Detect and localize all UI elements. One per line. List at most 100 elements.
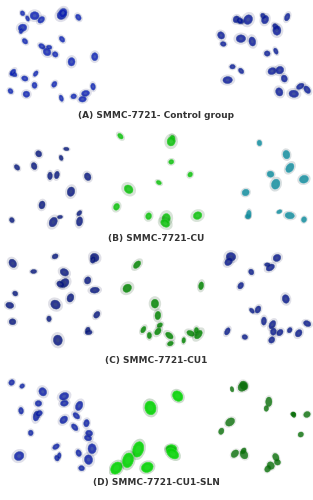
Ellipse shape	[85, 455, 93, 464]
Ellipse shape	[37, 385, 49, 398]
Ellipse shape	[245, 214, 251, 218]
Ellipse shape	[156, 330, 159, 333]
Ellipse shape	[58, 34, 66, 44]
Ellipse shape	[285, 212, 294, 219]
Ellipse shape	[11, 290, 19, 298]
Ellipse shape	[62, 418, 65, 422]
Ellipse shape	[92, 258, 94, 261]
Ellipse shape	[242, 190, 249, 196]
Ellipse shape	[302, 410, 311, 418]
Ellipse shape	[75, 414, 78, 417]
Ellipse shape	[27, 428, 34, 438]
Ellipse shape	[183, 339, 184, 342]
Ellipse shape	[65, 292, 76, 304]
Ellipse shape	[248, 212, 250, 216]
Ellipse shape	[19, 28, 23, 34]
Ellipse shape	[286, 326, 294, 334]
Ellipse shape	[54, 335, 62, 345]
Ellipse shape	[51, 332, 65, 348]
Ellipse shape	[148, 404, 153, 411]
Ellipse shape	[92, 86, 94, 88]
Ellipse shape	[46, 170, 54, 182]
Ellipse shape	[223, 326, 232, 337]
Ellipse shape	[244, 15, 253, 24]
Ellipse shape	[298, 432, 303, 437]
Ellipse shape	[144, 210, 153, 222]
Ellipse shape	[13, 291, 18, 296]
Ellipse shape	[114, 204, 120, 210]
Ellipse shape	[78, 212, 80, 214]
Ellipse shape	[23, 91, 30, 98]
Ellipse shape	[74, 448, 83, 458]
Ellipse shape	[245, 208, 252, 220]
Ellipse shape	[275, 209, 283, 214]
Ellipse shape	[229, 255, 233, 258]
Ellipse shape	[304, 320, 311, 326]
Ellipse shape	[91, 52, 98, 60]
Ellipse shape	[63, 281, 66, 284]
Ellipse shape	[162, 214, 170, 224]
Ellipse shape	[37, 42, 47, 51]
Ellipse shape	[283, 11, 292, 23]
Ellipse shape	[175, 394, 180, 398]
Ellipse shape	[7, 378, 16, 387]
Ellipse shape	[34, 149, 44, 159]
Ellipse shape	[173, 391, 183, 402]
Ellipse shape	[306, 322, 309, 325]
Ellipse shape	[200, 284, 202, 288]
Ellipse shape	[53, 52, 58, 57]
Ellipse shape	[265, 170, 275, 178]
Ellipse shape	[266, 264, 275, 271]
Ellipse shape	[241, 12, 255, 28]
Ellipse shape	[275, 256, 279, 260]
Ellipse shape	[60, 416, 68, 424]
Ellipse shape	[163, 222, 167, 225]
Ellipse shape	[9, 319, 16, 325]
Ellipse shape	[17, 454, 21, 458]
Ellipse shape	[93, 256, 96, 259]
Ellipse shape	[36, 150, 42, 157]
Ellipse shape	[285, 153, 288, 156]
Ellipse shape	[19, 408, 23, 414]
Ellipse shape	[7, 317, 18, 326]
Ellipse shape	[151, 300, 159, 308]
Ellipse shape	[28, 430, 33, 436]
Ellipse shape	[50, 252, 60, 260]
Ellipse shape	[76, 217, 83, 226]
Ellipse shape	[118, 134, 123, 139]
Ellipse shape	[169, 342, 172, 344]
Ellipse shape	[230, 64, 235, 69]
Ellipse shape	[73, 398, 85, 413]
Ellipse shape	[121, 182, 136, 196]
Ellipse shape	[241, 448, 246, 454]
Ellipse shape	[159, 210, 173, 227]
Ellipse shape	[134, 261, 141, 268]
Ellipse shape	[170, 135, 175, 141]
Ellipse shape	[231, 450, 239, 458]
Ellipse shape	[74, 12, 83, 22]
Ellipse shape	[82, 452, 95, 468]
Ellipse shape	[290, 411, 297, 418]
Ellipse shape	[272, 330, 275, 333]
Ellipse shape	[45, 50, 49, 53]
Ellipse shape	[273, 254, 281, 262]
Ellipse shape	[16, 22, 29, 34]
Ellipse shape	[14, 292, 16, 294]
Ellipse shape	[259, 142, 260, 144]
Ellipse shape	[49, 218, 57, 227]
Ellipse shape	[263, 262, 272, 268]
Ellipse shape	[35, 400, 42, 406]
Ellipse shape	[236, 35, 246, 42]
Ellipse shape	[80, 467, 83, 469]
Ellipse shape	[194, 328, 198, 334]
Ellipse shape	[192, 328, 205, 342]
Text: (C) SMMC-7721-CU1: (C) SMMC-7721-CU1	[105, 356, 208, 365]
Ellipse shape	[155, 312, 161, 320]
Ellipse shape	[158, 216, 173, 230]
Ellipse shape	[63, 271, 66, 274]
Ellipse shape	[67, 187, 75, 196]
Ellipse shape	[31, 162, 37, 170]
Ellipse shape	[12, 71, 14, 74]
Ellipse shape	[82, 90, 90, 96]
Ellipse shape	[39, 201, 45, 209]
